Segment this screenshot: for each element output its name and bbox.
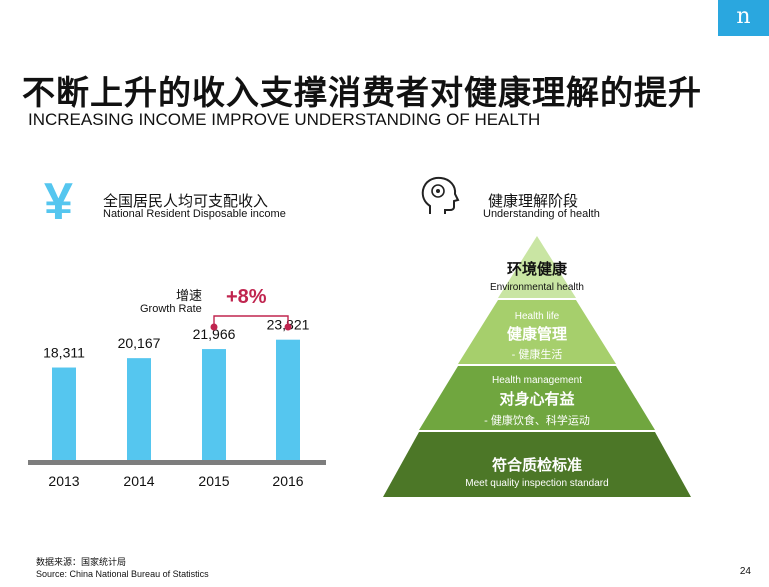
- level-3-detail: - 健康饮食、科学运动: [484, 413, 590, 427]
- growth-dot-2015: [210, 323, 218, 331]
- income-label-cn: 全国居民人均可支配收入: [103, 193, 269, 210]
- health-label-en: Understanding of health: [483, 208, 600, 220]
- x-tick-label-2013: 2013: [48, 473, 79, 489]
- level-1-subtitle: Environmental health: [490, 282, 584, 293]
- pyramid-level-1: [498, 236, 576, 298]
- x-axis-baseline: [28, 460, 326, 465]
- head-icon: [421, 176, 460, 214]
- level-3-title: 对身心有益: [499, 390, 574, 408]
- pyramid-level-4: [383, 432, 691, 497]
- level-2-detail: - 健康生活: [512, 347, 563, 361]
- source-note: 数据来源：国家统计局 Source: China National Bureau…: [36, 556, 209, 580]
- bar-value-label-2014: 20,167: [118, 335, 161, 351]
- page-subtitle: INCREASING INCOME IMPROVE UNDERSTANDING …: [28, 110, 541, 129]
- growth-label-cn: 增速: [176, 288, 203, 303]
- x-tick-label-2016: 2016: [272, 473, 303, 489]
- level-4-title: 符合质检标准: [492, 456, 582, 474]
- growth-label-en: Growth Rate: [140, 303, 202, 315]
- health-label-cn: 健康理解阶段: [488, 193, 579, 210]
- brand-logo: n: [718, 0, 769, 36]
- bar-2016: [276, 339, 300, 460]
- page-number: 24: [739, 566, 751, 577]
- x-tick-label-2015: 2015: [198, 473, 229, 489]
- bar-value-label-2015: 21,966: [193, 326, 236, 342]
- pyramid-level-2: [458, 300, 616, 364]
- growth-dot-2016: [284, 323, 292, 331]
- bar-2013: [52, 367, 76, 460]
- income-label-en: National Resident Disposable income: [103, 208, 286, 220]
- page-title: 不断上升的收入支撑消费者对健康理解的提升: [22, 74, 702, 111]
- health-pyramid: 环境健康 Environmental health Health life 健康…: [383, 236, 691, 497]
- bar-value-label-2013: 18,311: [43, 345, 85, 361]
- level-1-title: 环境健康: [507, 260, 568, 278]
- source-cn: 数据来源：国家统计局: [36, 557, 127, 567]
- bar-2015: [202, 349, 226, 460]
- growth-bracket: [213, 315, 289, 326]
- level-2-title: 健康管理: [507, 325, 567, 343]
- level-3-subtitle: Health management: [492, 375, 582, 386]
- level-4-subtitle: Meet quality inspection standard: [465, 478, 608, 489]
- pyramid-level-3: [419, 366, 655, 430]
- bar-2014: [127, 358, 151, 460]
- x-tick-label-2014: 2014: [123, 473, 154, 489]
- source-en: Source: China National Bureau of Statist…: [36, 569, 209, 579]
- yen-icon: ¥: [44, 173, 73, 231]
- growth-value: +8%: [226, 286, 267, 308]
- level-2-subtitle: Health life: [515, 311, 560, 322]
